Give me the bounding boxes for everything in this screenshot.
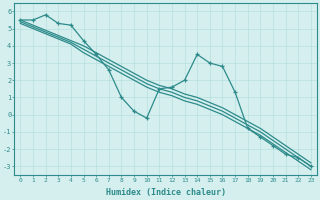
X-axis label: Humidex (Indice chaleur): Humidex (Indice chaleur) [106, 188, 226, 197]
